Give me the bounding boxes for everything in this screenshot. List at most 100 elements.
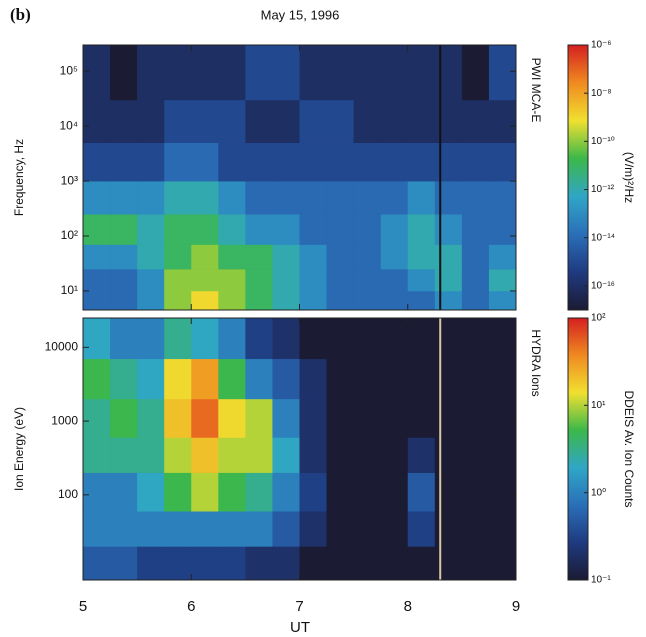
x-tick-label: 6 [187,598,195,615]
y-tick-label: 10⁴ [59,118,78,132]
heatmap-cell [245,437,273,473]
heatmap-cell [191,511,219,547]
heatmap-cell [272,511,300,547]
heatmap-cell [137,318,165,360]
heatmap-cell [164,511,192,547]
heatmap-cell [191,290,219,311]
heatmap-cell [272,99,300,143]
heatmap-cell [353,181,381,215]
heatmap-cell [137,511,165,547]
heatmap-cell [218,244,246,270]
heatmap-cell [137,358,165,400]
y-tick-label: 100 [58,487,78,501]
heatmap-cell [191,99,219,143]
heatmap-cell [272,437,300,473]
heatmap-cell [137,290,165,311]
heatmap-cell [380,437,409,473]
y-tick-label: 10² [61,228,78,242]
heatmap-cell [434,142,463,182]
heatmap-cell [191,437,219,473]
heatmap-cell [434,358,463,400]
x-axis-label: UT [290,619,310,636]
heatmap-cell [272,358,300,400]
y-axis-label: Ion Energy (eV) [12,407,26,491]
heatmap-cell [299,358,327,400]
heatmap-cell [353,358,381,400]
heatmap-cell [461,290,490,311]
heatmap-cell [299,318,327,360]
heatmap-cell [326,472,354,512]
heatmap-cell [164,244,192,270]
heatmap-cell [326,244,354,270]
heatmap-cell [407,358,436,400]
heatmap-cell [353,546,381,581]
heatmap-cell [191,358,219,400]
heatmap-cell [299,437,327,473]
heatmap-cell [488,99,517,143]
heatmap-cell [164,398,192,438]
heatmap-cell [218,142,246,182]
x-tick-label: 5 [79,598,87,615]
y-tick-label: 10⁵ [60,63,78,77]
heatmap-cell [488,142,517,182]
heatmap-cell [191,142,219,182]
heatmap-cell [272,142,300,182]
colorbar [567,317,589,581]
heatmap-cell [137,214,165,245]
heatmap-cell [164,437,192,473]
heatmap-cell [299,511,327,547]
heatmap-cell [434,214,463,245]
y-tick-label: 10¹ [61,283,78,297]
heatmap-cell [245,244,273,270]
heatmap-cell [407,99,436,143]
heatmap-cell [434,290,463,311]
heatmap-cell [326,142,354,182]
heatmap-cell [407,244,436,270]
heatmap-cell [326,290,354,311]
heatmap-cell [272,290,300,311]
heatmap-cell [83,546,111,581]
heatmap-cell [110,45,138,101]
heatmap-cell [245,318,273,360]
heatmap-cell [137,546,165,581]
heatmap-cell [434,45,463,101]
heatmap-cell [191,244,219,270]
colorbar-label: (V/m)²/Hz [622,152,636,203]
heatmap-cell [461,546,490,581]
colorbar-tick-label: 10⁻¹⁴ [591,232,615,243]
heatmap-cell [164,290,192,311]
heatmap-cell [299,290,327,311]
heatmap-cell [353,472,381,512]
heatmap-cell [164,269,192,292]
heatmap-cell [299,99,327,143]
heatmap-cell [218,290,246,311]
heatmap-cell [191,45,219,101]
heatmap-cell [83,244,111,270]
heatmap-cell [110,142,138,182]
heatmap-cell [380,290,409,311]
heatmap-cell [245,99,273,143]
heatmap-cell [407,398,436,438]
y-axis-label: Frequency, Hz [12,139,26,216]
heatmap-cell [83,99,111,143]
colorbar-tick-label: 10⁰ [591,487,606,498]
heatmap-cell [380,546,409,581]
heatmap-cell [380,318,409,360]
heatmap-cell [245,511,273,547]
heatmap-cell [110,99,138,143]
heatmap-cell [164,214,192,245]
heatmap-cell [380,358,409,400]
heatmap-cell [353,142,381,182]
heatmap-cell [488,244,517,270]
heatmap-cell [407,181,436,215]
heatmap-cell [110,181,138,215]
heatmap-cell [407,437,436,473]
heatmap-cell [461,318,490,360]
heatmap-cell [272,318,300,360]
heatmap-cell [245,45,273,101]
heatmap-cell [380,214,409,245]
heatmap-cell [461,269,490,292]
heatmap-cell [110,290,138,311]
heatmap-cell [164,99,192,143]
